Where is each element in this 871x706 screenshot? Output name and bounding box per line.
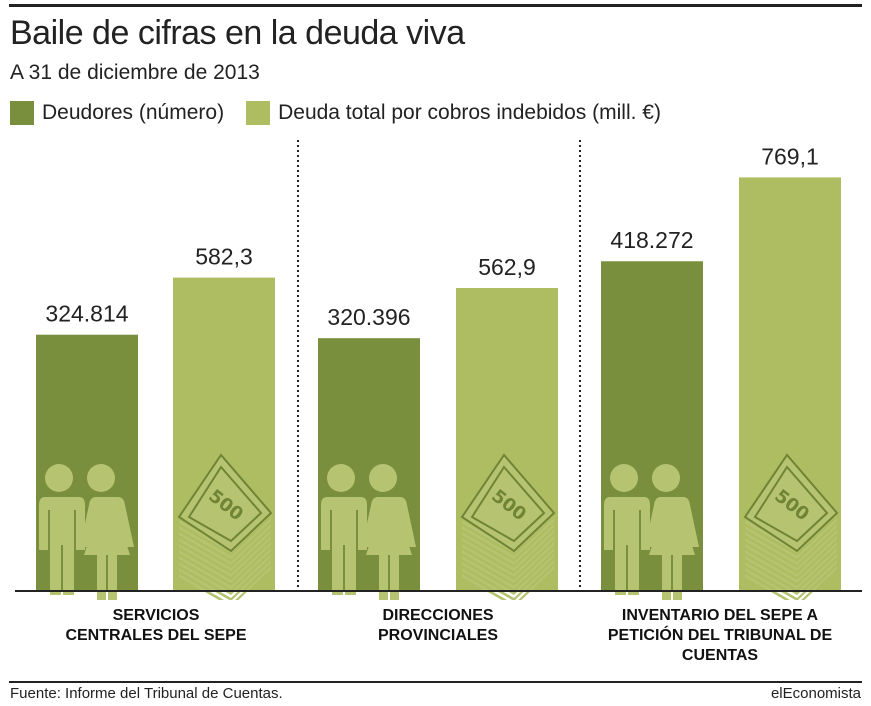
legend-label-deudores: Deudores (número) — [42, 101, 225, 124]
banknote-layer — [179, 524, 271, 565]
person-head — [369, 464, 397, 492]
data-label-deudores: 324.814 — [45, 301, 128, 327]
legend-swatch-deudores — [10, 101, 34, 125]
banknote-layer — [462, 530, 554, 571]
data-label-deuda: 582,3 — [195, 244, 253, 270]
banknote-layer — [179, 542, 271, 583]
banknote-layer — [179, 548, 271, 589]
person-head — [610, 464, 638, 492]
banknote-layer — [462, 554, 554, 595]
banknote-layer — [745, 560, 837, 600]
banknote-layer — [179, 512, 271, 553]
person-head — [87, 464, 115, 492]
category-label-line: INVENTARIO DEL SEPE A — [621, 607, 819, 624]
banknote-layer — [462, 524, 554, 565]
data-label-deudores: 418.272 — [610, 227, 693, 253]
legend: Deudores (número) Deuda total por cobros… — [10, 100, 683, 126]
legend-label-deuda: Deuda total por cobros indebidos (mill. … — [278, 101, 661, 124]
bar-group-deudores — [318, 338, 420, 600]
bar-group-deuda: 500 — [173, 277, 275, 600]
banknote-top — [743, 453, 839, 553]
chart-subtitle: A 31 de diciembre de 2013 — [10, 61, 260, 84]
person-body — [604, 497, 650, 595]
banknote-top — [177, 453, 273, 553]
banknote-layer — [745, 554, 837, 595]
source-note: Fuente: Informe del Tribunal de Cuentas. — [10, 685, 283, 702]
person-head — [327, 464, 355, 492]
data-label-deuda: 769,1 — [761, 143, 819, 169]
banknote-layer — [179, 518, 271, 559]
person-head — [652, 464, 680, 492]
banknote-layer — [179, 560, 271, 600]
banknote-layer — [462, 518, 554, 559]
category-label-line: CENTRALES DEL SEPE — [65, 627, 247, 644]
bar-chart: 324.814 500 582,3 320.396 500 562,9 418.272 500… — [15, 140, 862, 600]
legend-item-deudores: Deudores (número) — [10, 101, 224, 125]
banknote-layer — [462, 536, 554, 577]
banknote-layer — [462, 542, 554, 583]
person-head — [45, 464, 73, 492]
top-rule — [9, 4, 862, 7]
banknote-top — [460, 453, 556, 553]
category-label-line: SERVICIOS — [112, 607, 200, 624]
banknote-layer — [462, 512, 554, 553]
data-label-deuda: 562,9 — [478, 254, 536, 280]
bottom-rule — [9, 681, 862, 683]
category-label-servicios-centrales: SERVICIOS CENTRALES DEL SEPE — [16, 606, 296, 646]
banknote-border — [753, 465, 829, 543]
brand-logo-text: elEconomista — [770, 685, 861, 702]
person-body — [39, 497, 85, 595]
category-label-line: PETICIÓN DEL TRIBUNAL DE — [607, 627, 833, 644]
banknote-layer — [462, 560, 554, 600]
banknote-border — [187, 465, 263, 543]
legend-item-deuda: Deuda total por cobros indebidos (mill. … — [246, 101, 661, 125]
data-label-deudores: 320.396 — [327, 304, 410, 330]
legend-swatch-deuda — [246, 101, 271, 125]
banknote-border — [470, 465, 546, 543]
person-body — [362, 497, 416, 600]
bar-group-deudores — [36, 334, 138, 600]
banknote-layer — [462, 548, 554, 589]
banknote-layer — [745, 518, 837, 559]
category-label-line: PROVINCIALES — [377, 627, 498, 644]
bar-group-deudores — [601, 261, 703, 600]
banknote-layer — [745, 548, 837, 589]
banknote-layer — [179, 536, 271, 577]
banknote-layer — [179, 530, 271, 571]
category-label-inventario-sepe: INVENTARIO DEL SEPE A PETICIÓN DEL TRIBUN… — [580, 606, 860, 666]
banknote-layer — [745, 512, 837, 553]
banknote-layer — [179, 554, 271, 595]
banknote-layer — [745, 542, 837, 583]
bar-group-deuda: 500 — [456, 288, 558, 600]
person-body — [80, 497, 134, 600]
category-label-direcciones-provinciales: DIRECCIONES PROVINCIALES — [298, 606, 578, 646]
chart-title: Baile de cifras en la deuda viva — [10, 14, 465, 52]
category-label-line: CUENTAS — [681, 647, 759, 664]
person-body — [321, 497, 367, 595]
person-body — [645, 497, 699, 600]
banknote-layer — [745, 524, 837, 565]
category-label-line: DIRECCIONES — [382, 607, 494, 624]
banknote-layer — [745, 530, 837, 571]
banknote-layer — [745, 536, 837, 577]
bar-group-deuda: 500 — [739, 177, 841, 600]
